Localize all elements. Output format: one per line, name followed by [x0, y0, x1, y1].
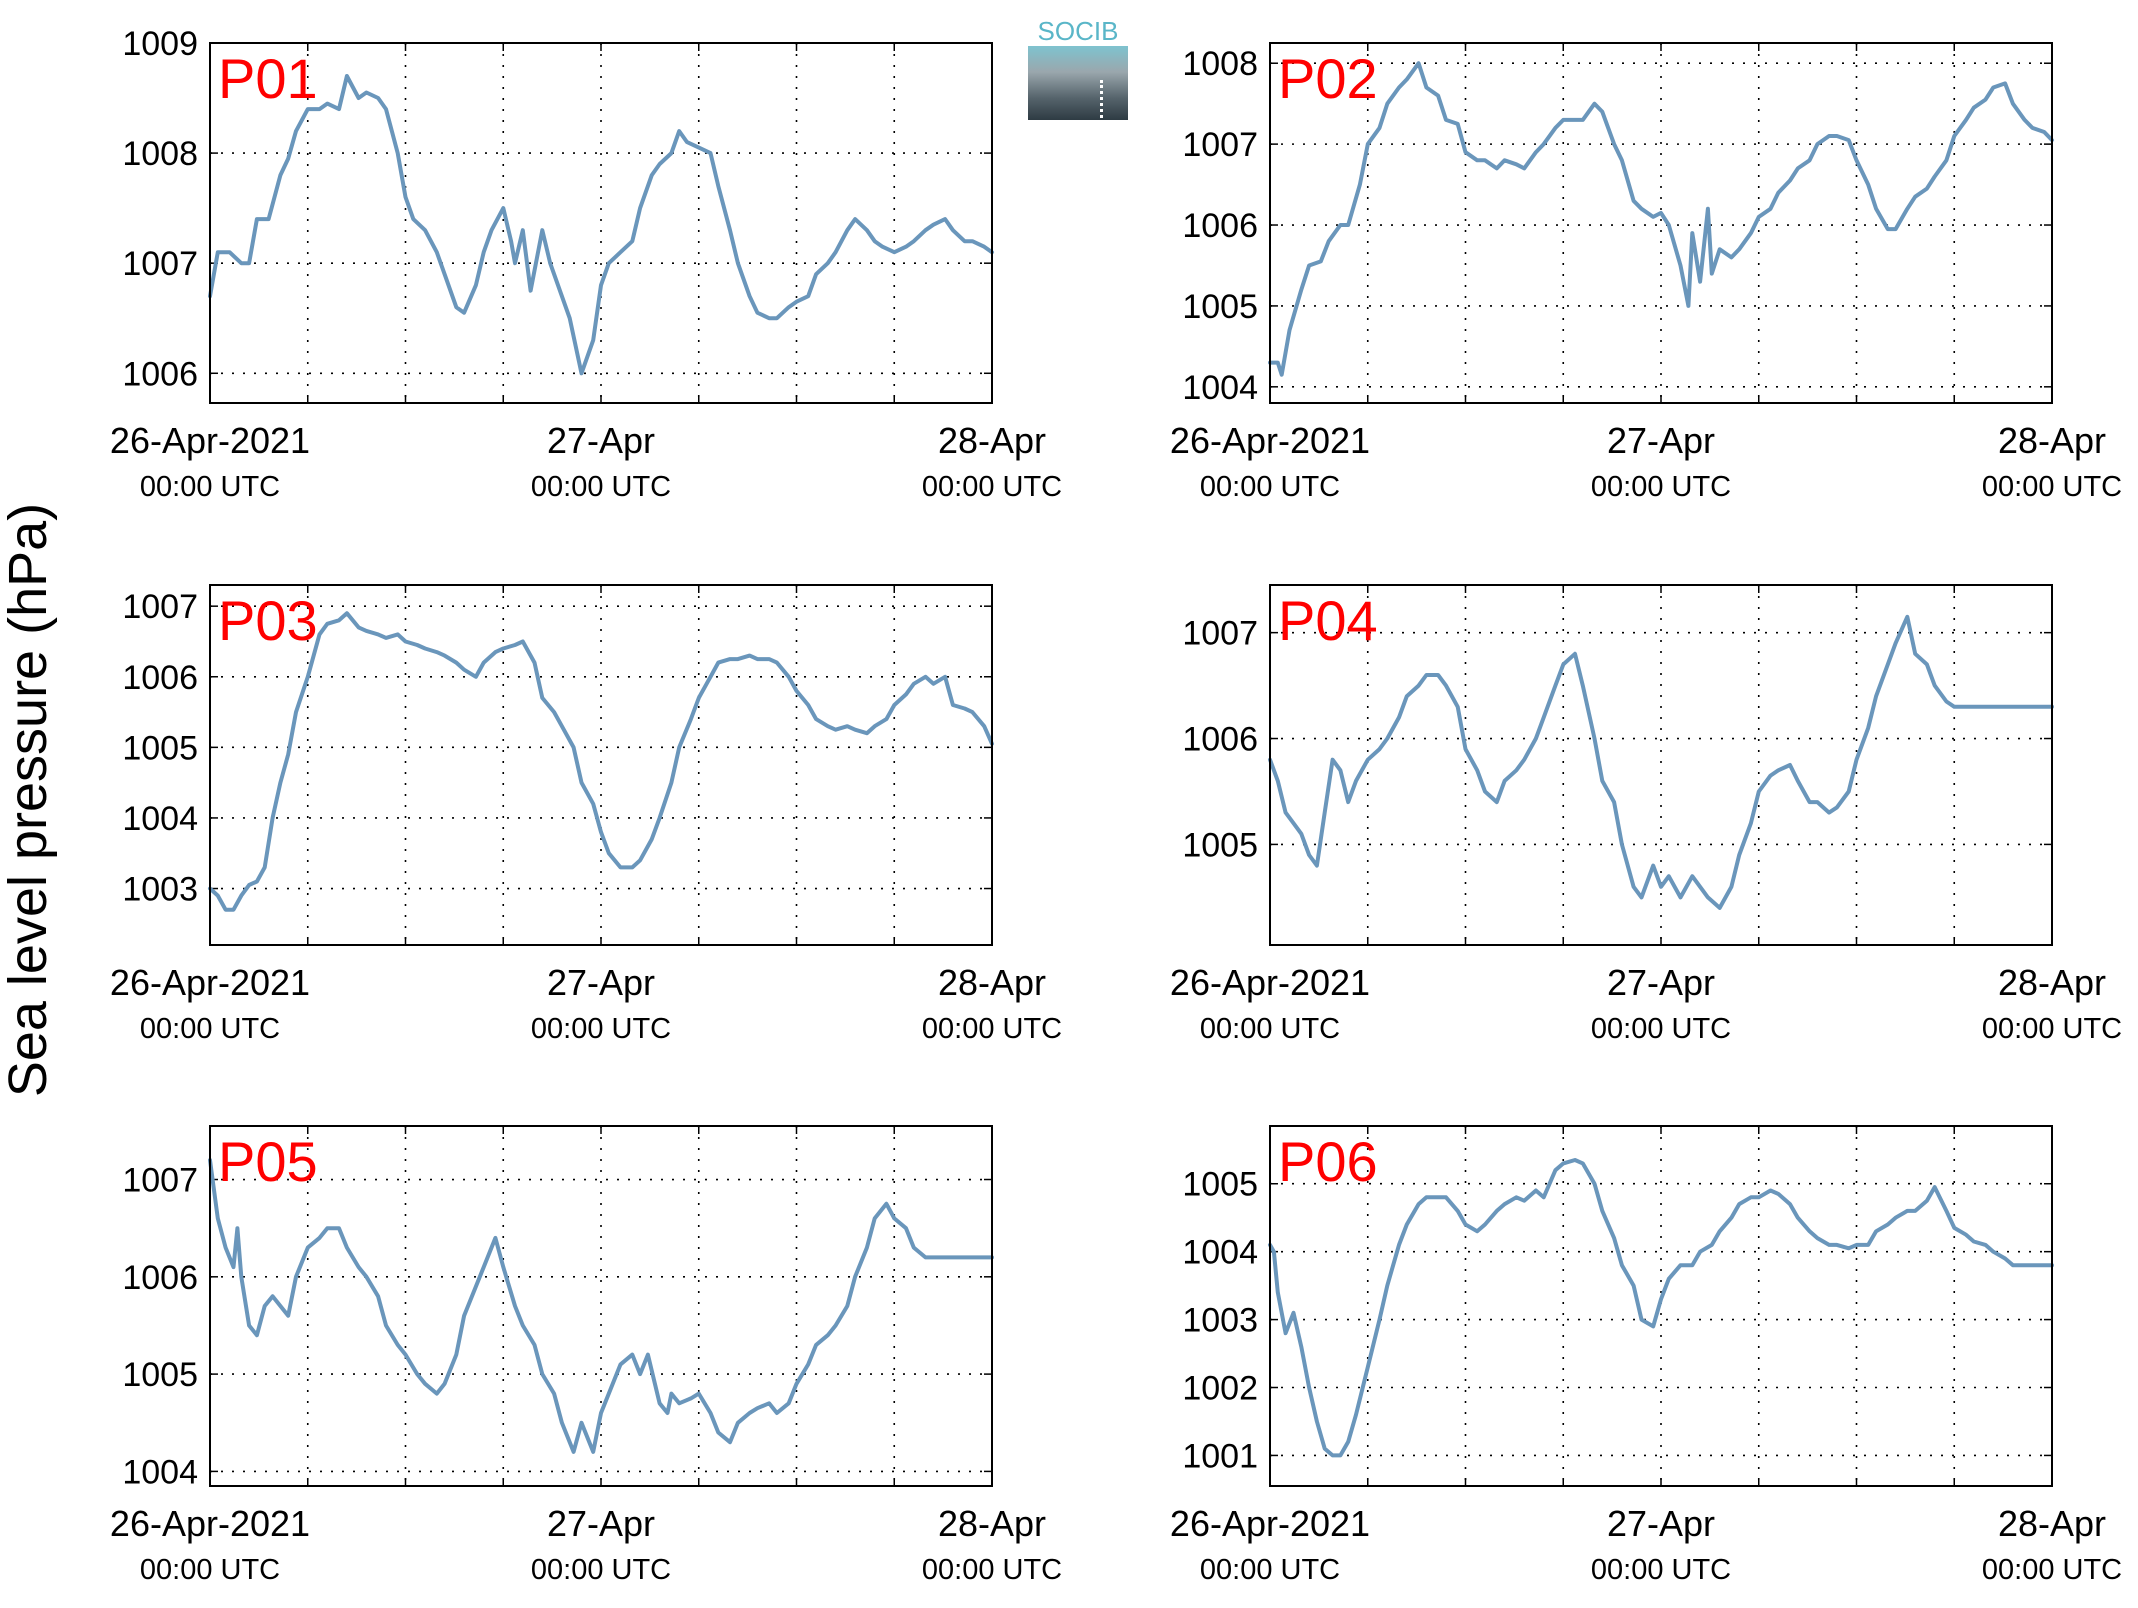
y-tick-label: 1004 [122, 1453, 198, 1491]
data-line-series-0 [208, 611, 994, 912]
x-tick-label-time: 00:00 UTC [531, 471, 671, 503]
y-tick-label: 1008 [122, 135, 198, 173]
data-line-series-0 [208, 74, 994, 376]
x-tick-label-time: 00:00 UTC [922, 1013, 1062, 1045]
panel-label: P05 [218, 1130, 318, 1193]
y-tick-label: 1007 [1182, 126, 1258, 164]
x-tick-label-time: 00:00 UTC [1982, 1554, 2122, 1586]
x-tick-label-date: 27-Apr [1607, 420, 1715, 461]
x-tick-label-time: 00:00 UTC [1200, 1013, 1340, 1045]
y-tick-label: 1006 [122, 355, 198, 393]
axes-frame [209, 1125, 993, 1487]
panel-label: P03 [218, 589, 318, 652]
x-tick-label-time: 00:00 UTC [1591, 1554, 1731, 1586]
y-tick-label: 1007 [122, 245, 198, 283]
x-tick-label-time: 00:00 UTC [1982, 471, 2122, 503]
x-tick-label-date: 26-Apr-2021 [1170, 420, 1370, 461]
data-line-series-0 [208, 1158, 994, 1454]
x-tick-label-date: 27-Apr [547, 1503, 655, 1544]
logo-graphic [1028, 46, 1128, 120]
y-tick-label: 1006 [122, 1259, 198, 1297]
y-tick-label: 1006 [1182, 721, 1258, 759]
y-tick-label: 1007 [1182, 615, 1258, 653]
panel-label: P02 [1278, 47, 1378, 110]
y-tick-label: 1004 [122, 800, 198, 838]
axes-frame [1269, 1125, 2053, 1487]
x-tick-label-time: 00:00 UTC [1982, 1013, 2122, 1045]
y-axis-label-text: Sea level pressure (hPa) [0, 502, 58, 1098]
y-tick-label: 1005 [1182, 288, 1258, 326]
data-line-series-0 [1268, 614, 2054, 910]
x-tick-label-date: 28-Apr [1998, 962, 2106, 1003]
x-tick-label-time: 00:00 UTC [140, 471, 280, 503]
y-tick-label: 1006 [122, 659, 198, 697]
x-tick-label-date: 28-Apr [938, 420, 1046, 461]
chart-panel-p02: 1004 1005 1006 1007 1008 26-Apr-2021 00:00 UTC… [1170, 42, 2122, 503]
y-tick-label: 1005 [1182, 1166, 1258, 1204]
axes-frame [209, 584, 993, 946]
x-tick-label-time: 00:00 UTC [922, 471, 1062, 503]
y-tick-label: 1004 [1182, 1234, 1258, 1272]
socib-logo: SOCIB [1028, 18, 1128, 120]
y-tick-label: 1003 [1182, 1302, 1258, 1340]
y-tick-label: 1003 [122, 871, 198, 909]
x-tick-label-time: 00:00 UTC [1200, 1554, 1340, 1586]
x-tick-label-date: 26-Apr-2021 [110, 1503, 310, 1544]
chart-panel-p03: 1003 1004 1005 1006 1007 26-Apr-2021 00:00 UTC… [110, 584, 1062, 1045]
x-tick-label-date: 26-Apr-2021 [1170, 1503, 1370, 1544]
chart-panel-p01: 1006 1007 1008 1009 26-Apr-2021 00:00 UTC 27-A… [110, 25, 1062, 503]
panel-label: P06 [1278, 1130, 1378, 1193]
y-tick-label: 1005 [1182, 826, 1258, 864]
x-tick-label-date: 28-Apr [1998, 420, 2106, 461]
x-tick-label-time: 00:00 UTC [140, 1013, 280, 1045]
axes-frame [1269, 584, 2053, 946]
y-tick-label: 1008 [1182, 45, 1258, 83]
chart-panel-p06: 1001 1002 1003 1004 1005 26-Apr-2021 00:00 UTC… [1170, 1125, 2122, 1586]
x-tick-label-date: 26-Apr-2021 [1170, 962, 1370, 1003]
y-tick-label: 1007 [122, 1162, 198, 1200]
logo-text: SOCIB [1037, 16, 1119, 46]
x-tick-label-date: 28-Apr [1998, 1503, 2106, 1544]
y-tick-label: 1001 [1182, 1437, 1258, 1475]
y-tick-label: 1009 [122, 25, 198, 63]
y-tick-label: 1006 [1182, 207, 1258, 245]
y-tick-label: 1002 [1182, 1370, 1258, 1408]
x-tick-label-time: 00:00 UTC [1200, 471, 1340, 503]
axes-frame [209, 42, 993, 404]
x-tick-label-time: 00:00 UTC [1591, 471, 1731, 503]
x-tick-label-time: 00:00 UTC [1591, 1013, 1731, 1045]
x-tick-label-date: 27-Apr [547, 962, 655, 1003]
x-tick-label-date: 27-Apr [1607, 962, 1715, 1003]
x-tick-label-date: 27-Apr [1607, 1503, 1715, 1544]
axes-frame [1269, 42, 2053, 404]
data-line-series-0 [1268, 1158, 2054, 1458]
y-tick-label: 1005 [122, 1356, 198, 1394]
x-tick-label-date: 27-Apr [547, 420, 655, 461]
panel-label: P04 [1278, 589, 1378, 652]
x-tick-label-time: 00:00 UTC [531, 1554, 671, 1586]
x-tick-label-date: 28-Apr [938, 962, 1046, 1003]
x-tick-label-time: 00:00 UTC [922, 1554, 1062, 1586]
x-tick-label-time: 00:00 UTC [140, 1554, 280, 1586]
y-tick-label: 1005 [122, 729, 198, 767]
y-tick-label: 1007 [122, 588, 198, 626]
x-tick-label-date: 28-Apr [938, 1503, 1046, 1544]
x-tick-label-date: 26-Apr-2021 [110, 962, 310, 1003]
chart-panel-p04: 1005 1006 1007 26-Apr-2021 00:00 UTC 27-Apr 00… [1170, 584, 2122, 1045]
x-tick-label-time: 00:00 UTC [531, 1013, 671, 1045]
chart-panel-p05: 1004 1005 1006 1007 26-Apr-2021 00:00 UTC 27-A… [110, 1125, 1062, 1586]
panel-label: P01 [218, 47, 318, 110]
logo-dash [1100, 80, 1103, 118]
x-tick-label-date: 26-Apr-2021 [110, 420, 310, 461]
y-tick-label: 1004 [1182, 369, 1258, 407]
data-line-series-0 [1268, 61, 2054, 377]
